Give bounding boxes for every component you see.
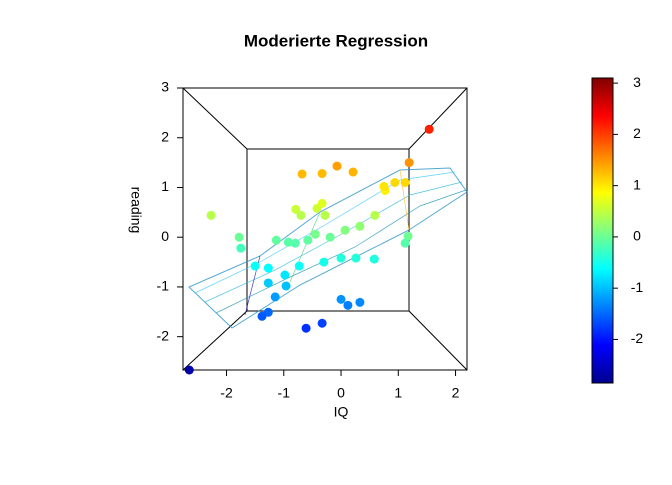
colorbar-tick-label: -2 bbox=[631, 330, 644, 346]
data-point bbox=[310, 229, 320, 239]
data-point bbox=[317, 318, 327, 328]
data-point bbox=[332, 161, 342, 171]
colorbar-tick-label: 1 bbox=[633, 176, 641, 192]
data-point bbox=[270, 292, 280, 302]
data-point bbox=[294, 261, 304, 271]
y-tick-label: 0 bbox=[161, 228, 169, 244]
data-point bbox=[281, 281, 291, 291]
colorbar-tick-label: 0 bbox=[633, 228, 641, 244]
data-point bbox=[184, 365, 194, 375]
data-point bbox=[263, 263, 273, 273]
data-point bbox=[424, 124, 434, 134]
data-point bbox=[390, 177, 400, 187]
data-point bbox=[263, 278, 273, 288]
data-point bbox=[234, 232, 244, 242]
data-point bbox=[317, 169, 327, 179]
data-point bbox=[379, 181, 389, 191]
chart-title: Moderierte Regression bbox=[244, 31, 428, 50]
data-point bbox=[319, 257, 329, 267]
data-point bbox=[348, 167, 358, 177]
x-tick-label: 1 bbox=[394, 385, 402, 401]
data-point bbox=[340, 225, 350, 235]
x-axis-label: IQ bbox=[334, 404, 349, 420]
x-tick-label: 0 bbox=[337, 385, 345, 401]
data-point bbox=[355, 297, 365, 307]
y-tick-label: 3 bbox=[161, 79, 169, 95]
y-tick-label: -1 bbox=[157, 278, 170, 294]
x-tick-label: 2 bbox=[452, 385, 460, 401]
data-point bbox=[291, 204, 301, 214]
data-point bbox=[317, 198, 327, 208]
data-point bbox=[303, 235, 313, 245]
x-tick-label: -1 bbox=[278, 385, 291, 401]
data-point bbox=[404, 158, 414, 168]
data-point bbox=[403, 231, 413, 241]
data-point bbox=[257, 311, 267, 321]
data-point bbox=[290, 238, 300, 248]
data-point bbox=[370, 210, 380, 220]
data-point bbox=[400, 177, 410, 187]
data-point bbox=[250, 261, 260, 271]
data-point bbox=[355, 221, 365, 231]
data-point bbox=[336, 253, 346, 263]
x-tick-label: -2 bbox=[220, 385, 233, 401]
y-tick-label: -2 bbox=[157, 327, 170, 343]
data-point bbox=[325, 232, 335, 242]
data-point bbox=[280, 270, 290, 280]
colorbar-tick-label: 3 bbox=[633, 74, 641, 90]
data-point bbox=[271, 235, 281, 245]
regression-surface bbox=[188, 167, 468, 329]
colorbar bbox=[591, 77, 614, 384]
data-point bbox=[320, 210, 330, 220]
data-point bbox=[283, 237, 293, 247]
box-frame bbox=[182, 87, 468, 371]
data-point bbox=[369, 254, 379, 264]
data-point bbox=[351, 253, 361, 263]
y-axis-label: reading bbox=[128, 187, 144, 234]
colorbar-tick-label: 2 bbox=[633, 125, 641, 141]
colorbar-tick-label: -1 bbox=[631, 279, 644, 295]
data-point bbox=[236, 243, 246, 253]
data-point bbox=[400, 238, 410, 248]
y-tick-label: 1 bbox=[161, 178, 169, 194]
data-point bbox=[297, 169, 307, 179]
data-point bbox=[343, 300, 353, 310]
y-tick-label: 2 bbox=[161, 128, 169, 144]
data-point bbox=[206, 210, 216, 220]
data-point bbox=[336, 294, 346, 304]
data-point bbox=[296, 210, 306, 220]
data-point bbox=[301, 323, 311, 333]
